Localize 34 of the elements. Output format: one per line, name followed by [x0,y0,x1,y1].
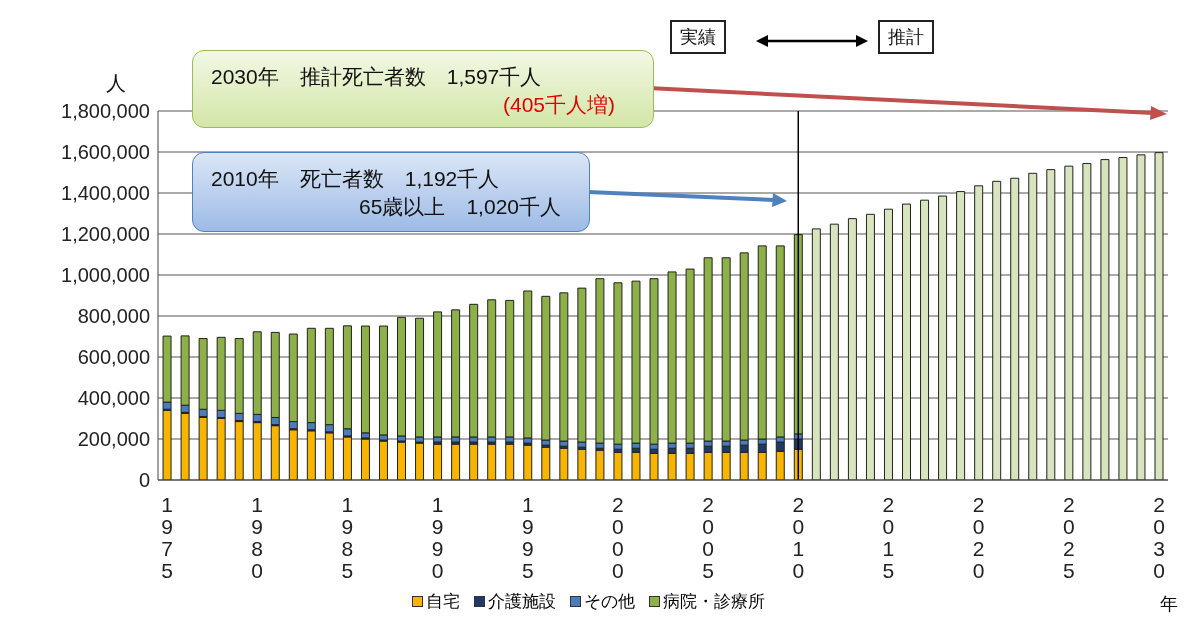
text: 推計 [878,20,934,54]
y-tick-label: 1,200,000 [61,223,150,246]
x-tick-label: 2010 [792,493,805,582]
y-tick-label: 400,000 [77,387,150,410]
text: 実績 [670,20,726,54]
legend-label: 介護施設 [486,591,556,613]
x-tick-label: 2020 [972,493,985,582]
annotation: (405千人増) [501,92,616,118]
y-tick-label: 0 [138,469,150,492]
annotation: 2010年 死亡者数 1,192千人 [211,166,501,192]
x-tick-label: 1975 [161,493,173,582]
x-tick-label: 1985 [341,493,354,582]
y-tick-label: 600,000 [77,346,150,369]
annotation: 65歳以上 1,020千人 [358,194,562,220]
x-tick-label: 2005 [702,493,714,582]
x-axis-title: 年 [1160,593,1178,616]
x-tick-label: 2015 [882,493,895,582]
x-tick-label: 1990 [431,493,444,582]
legend-label: 病院・診療所 [661,591,765,613]
y-tick-label: 1,000,000 [61,264,150,287]
x-tick-label: 1980 [251,493,264,582]
y-tick-label: 1,400,000 [61,182,150,205]
x-tick-label: 1995 [521,493,534,582]
x-tick-label: 2000 [612,493,624,582]
x-tick-label: 2025 [1062,493,1075,582]
y-tick-label: 1,600,000 [61,141,150,164]
legend-label: 自宅 [424,591,460,613]
text: 2030年 推計死亡者数 1,597千人 [211,64,543,90]
y-tick-label: 800,000 [77,305,150,328]
legend-label: その他 [582,591,635,613]
y-axis-title: 人 [106,71,126,96]
x-tick-label: 2030 [1153,493,1165,582]
y-tick-label: 200,000 [77,428,150,451]
y-tick-label: 1,800,000 [61,100,150,123]
